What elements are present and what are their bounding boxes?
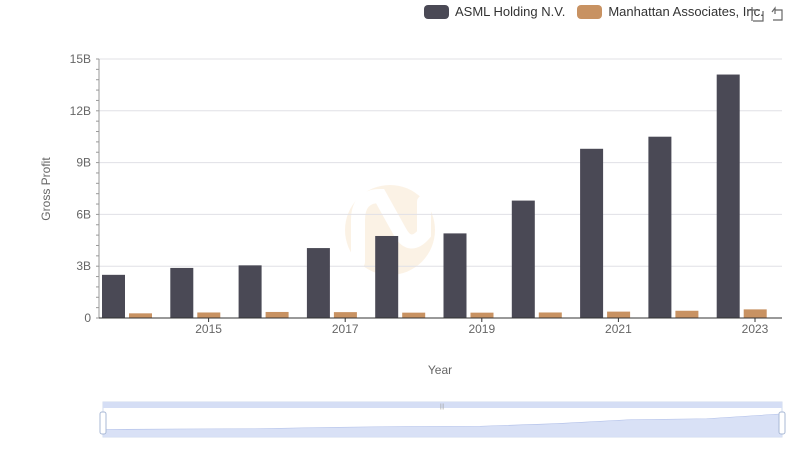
toolbox — [748, 6, 790, 22]
bar-asml-2015[interactable] — [170, 267, 194, 318]
x-tick-label: 2021 — [605, 322, 632, 336]
y-tick-label: 12B — [70, 104, 91, 118]
bar-manhattan-2018[interactable] — [402, 312, 426, 318]
bar-manhattan-2020[interactable] — [538, 312, 562, 318]
bar-asml-2020[interactable] — [511, 200, 535, 318]
slider-top-bar[interactable] — [103, 402, 782, 408]
bar-asml-2018[interactable] — [375, 235, 399, 318]
x-axis-title: Year — [428, 363, 452, 377]
x-tick-label: 2019 — [468, 322, 495, 336]
legend-label-manhattan: Manhattan Associates, Inc. — [608, 4, 764, 19]
y-axis-title: Gross Profit — [39, 157, 53, 221]
bar-manhattan-2023[interactable] — [743, 309, 767, 318]
bar-asml-2014[interactable] — [102, 274, 125, 318]
legend: ASML Holding N.V. Manhattan Associates, … — [424, 4, 776, 19]
x-tick-label: 2023 — [742, 322, 769, 336]
bar-manhattan-2017[interactable] — [333, 312, 357, 318]
bar-manhattan-2022[interactable] — [675, 310, 699, 318]
slider-left-handle[interactable] — [99, 411, 107, 435]
y-tick-label: 15B — [70, 52, 91, 66]
bar-manhattan-2014[interactable] — [129, 313, 152, 318]
restore-icon[interactable] — [769, 6, 785, 22]
x-tick-label: 2015 — [195, 322, 222, 336]
y-tick-label: 3B — [76, 259, 91, 273]
y-tick-label: 9B — [76, 156, 91, 170]
bar-asml-2019[interactable] — [443, 233, 467, 318]
y-tick-label: 0 — [84, 311, 91, 325]
legend-item-manhattan[interactable]: Manhattan Associates, Inc. — [577, 4, 764, 19]
bar-asml-2017[interactable] — [306, 248, 330, 318]
legend-swatch-asml — [424, 4, 449, 19]
slider-grip-icon: ||| — [440, 404, 445, 410]
data-zoom-slider[interactable]: ||| — [99, 401, 786, 438]
bar-manhattan-2016[interactable] — [265, 311, 289, 318]
bar-manhattan-2019[interactable] — [470, 312, 494, 318]
legend-swatch-manhattan — [577, 4, 603, 19]
bar-asml-2021[interactable] — [580, 148, 604, 318]
legend-label-asml: ASML Holding N.V. — [455, 4, 566, 19]
zoom-icon[interactable] — [748, 6, 764, 22]
bar-manhattan-2015[interactable] — [197, 312, 221, 318]
slider-right-handle[interactable] — [778, 411, 786, 435]
x-tick-label: 2017 — [332, 322, 359, 336]
bar-asml-2016[interactable] — [238, 265, 262, 318]
bar-asml-2022[interactable] — [648, 136, 672, 318]
y-tick-label: 6B — [76, 207, 91, 221]
bar-manhattan-2021[interactable] — [607, 311, 631, 318]
legend-item-asml[interactable]: ASML Holding N.V. — [424, 4, 565, 19]
bar-asml-2023[interactable] — [716, 74, 740, 318]
